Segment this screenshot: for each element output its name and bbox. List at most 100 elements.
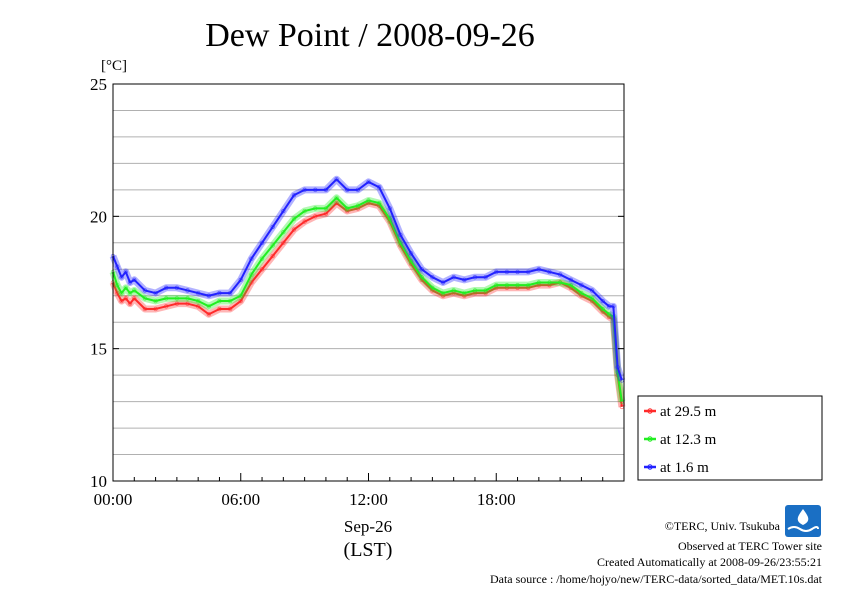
- data-point: [164, 304, 169, 309]
- data-point: [600, 306, 605, 312]
- data-point: [398, 232, 403, 238]
- x-tick-label: 18:00: [477, 490, 516, 509]
- legend-marker: [647, 436, 653, 442]
- data-point: [259, 267, 265, 272]
- data-point: [504, 269, 510, 275]
- data-point: [227, 290, 233, 296]
- data-point: [525, 269, 531, 275]
- series-1: [109, 194, 626, 404]
- y-tick-label: 20: [90, 207, 107, 226]
- x-tick-label: 12:00: [349, 490, 388, 509]
- data-point: [387, 216, 392, 222]
- data-point: [313, 214, 318, 219]
- data-point: [451, 288, 456, 293]
- data-point: [115, 282, 120, 288]
- data-point: [206, 293, 212, 298]
- data-point: [536, 280, 542, 285]
- data-point: [206, 312, 212, 317]
- data-point: [462, 277, 467, 283]
- data-point: [127, 290, 133, 296]
- footer-created: Created Automatically at 2008-09-26/23:5…: [597, 555, 822, 569]
- data-point: [217, 306, 222, 312]
- data-point: [547, 269, 552, 275]
- legend-label: at 29.5 m: [660, 404, 717, 420]
- data-point: [323, 206, 329, 211]
- x-tick-label: 06:00: [221, 490, 260, 509]
- data-point: [313, 206, 318, 211]
- data-point: [440, 280, 446, 285]
- data-point: [419, 267, 424, 272]
- data-point: [323, 187, 329, 193]
- data-point: [345, 187, 350, 193]
- data-point: [259, 256, 265, 261]
- series-2: [109, 175, 626, 383]
- data-point: [547, 280, 552, 285]
- data-point: [217, 290, 222, 296]
- data-point: [119, 275, 124, 280]
- data-point: [376, 200, 382, 206]
- data-point: [483, 275, 488, 280]
- y-tick-label: 10: [90, 472, 107, 491]
- data-point: [185, 296, 190, 301]
- data-point: [127, 301, 133, 306]
- data-point: [515, 282, 520, 288]
- data-point: [589, 288, 595, 293]
- data-point: [611, 304, 616, 309]
- data-point: [142, 306, 148, 312]
- data-point: [270, 224, 275, 230]
- data-point: [334, 195, 339, 201]
- data-point: [115, 264, 120, 269]
- data-point: [606, 304, 612, 309]
- data-point: [355, 203, 361, 208]
- data-point: [238, 298, 243, 304]
- data-point: [525, 282, 531, 288]
- data-point: [153, 290, 158, 296]
- data-point: [462, 290, 467, 296]
- data-point: [334, 177, 339, 182]
- data-point: [615, 364, 620, 370]
- data-point: [430, 275, 435, 280]
- y-tick-label: 15: [90, 340, 107, 359]
- data-point: [515, 269, 520, 275]
- data-point: [174, 296, 180, 301]
- data-point: [387, 206, 392, 211]
- data-point: [430, 285, 435, 290]
- data-point: [504, 282, 510, 288]
- data-point: [195, 298, 201, 304]
- data-point: [142, 288, 148, 293]
- legend-item: at 12.3 m: [644, 432, 717, 448]
- series-line: [112, 202, 623, 408]
- grid-lines: [113, 109, 624, 456]
- data-point: [206, 304, 212, 309]
- x-axis: 00:00 06:00 12:00 18:00: [94, 473, 625, 509]
- data-point: [408, 259, 414, 264]
- data-point: [238, 293, 243, 298]
- data-point: [408, 251, 414, 256]
- data-point: [195, 290, 201, 296]
- legend-marker: [647, 408, 653, 414]
- data-point: [568, 282, 573, 288]
- data-point: [376, 185, 382, 190]
- data-point: [291, 216, 297, 222]
- series-line: [112, 196, 623, 402]
- legend-item: at 29.5 m: [644, 404, 717, 420]
- data-point: [281, 230, 286, 235]
- data-point: [227, 306, 233, 312]
- data-point: [606, 312, 612, 317]
- data-point: [366, 198, 371, 203]
- data-point: [579, 290, 584, 296]
- data-point: [123, 269, 128, 275]
- data-point: [127, 280, 133, 285]
- data-point: [174, 285, 180, 290]
- data-point: [302, 208, 307, 214]
- series-layer: [109, 175, 626, 410]
- data-point: [270, 253, 275, 259]
- chart-title: Dew Point / 2008-09-26: [205, 17, 535, 54]
- data-point: [334, 200, 339, 206]
- data-point: [589, 296, 595, 301]
- data-point: [217, 298, 222, 304]
- footer-observed: Observed at TERC Tower site: [678, 539, 822, 553]
- data-point: [291, 192, 297, 198]
- data-point: [302, 219, 307, 224]
